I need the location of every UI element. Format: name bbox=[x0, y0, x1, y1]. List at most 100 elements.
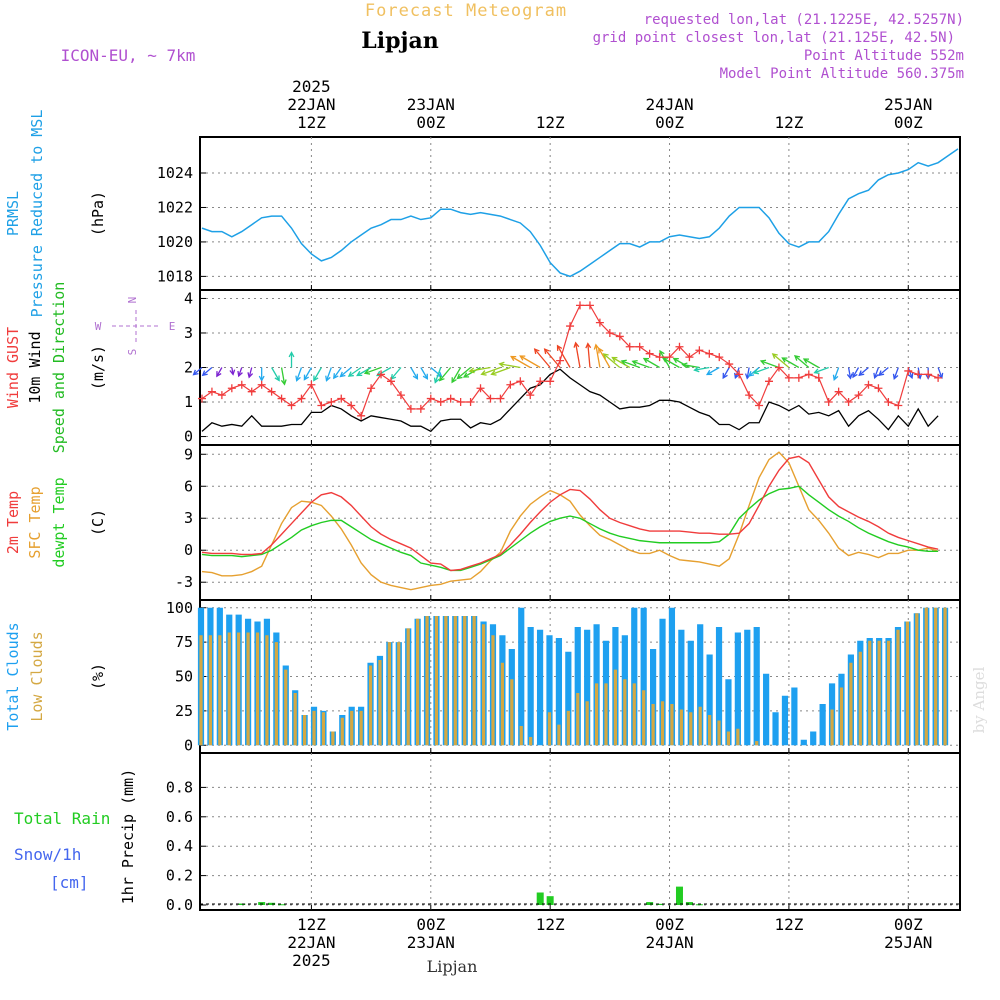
low-clouds-bar bbox=[444, 616, 448, 746]
wind-direction-arrow bbox=[753, 366, 770, 374]
low-clouds-bar bbox=[726, 731, 731, 746]
wind-gust-marker bbox=[794, 373, 803, 382]
wind-arrow-head bbox=[258, 375, 265, 382]
wind-arrow-head bbox=[333, 373, 339, 380]
low-clouds-bar bbox=[368, 665, 373, 746]
low-clouds-bar bbox=[604, 683, 608, 746]
wind-direction-arrow bbox=[481, 366, 501, 375]
wind-direction-arrow bbox=[833, 367, 840, 380]
wind-arrow-head bbox=[339, 371, 346, 378]
low-clouds-bar bbox=[698, 706, 702, 746]
wind-arrow-head bbox=[412, 373, 419, 380]
wind-arrow-head bbox=[672, 357, 679, 364]
panel-clouds: 0 25 50 75 100 Total Clouds Low Clouds (%) bbox=[4, 599, 961, 754]
wind-arrow-head bbox=[748, 370, 755, 377]
wind-arrow-head bbox=[642, 357, 650, 364]
wind-gust-marker bbox=[446, 394, 455, 403]
wind-gust-marker bbox=[745, 391, 754, 400]
y-tick-label: 1020 bbox=[157, 233, 193, 251]
wind-10m-line bbox=[201, 368, 939, 433]
wind-arrow-head bbox=[771, 353, 778, 359]
wind-gust-marker bbox=[496, 394, 505, 403]
top-tick-label: 12Z bbox=[536, 113, 565, 132]
low-clouds-bar bbox=[406, 628, 410, 746]
wind-arrow-head bbox=[602, 353, 609, 359]
top-tick-label: 22JAN bbox=[287, 95, 335, 114]
rain-bar bbox=[685, 902, 693, 905]
wind-gust-marker bbox=[207, 387, 216, 396]
y-tick-label: 25 bbox=[175, 702, 193, 720]
wind-gust-marker bbox=[357, 411, 366, 420]
wind-direction-arrow bbox=[852, 367, 860, 378]
wind-arrow-head bbox=[832, 374, 839, 381]
wind-gust-marker bbox=[635, 342, 644, 351]
wind-gust-marker bbox=[844, 398, 853, 407]
wind-direction-arrow bbox=[457, 367, 471, 379]
wind-arrow-head bbox=[347, 371, 354, 377]
wind-gust-marker bbox=[237, 380, 246, 389]
wind-arrow-head bbox=[802, 358, 810, 364]
wind-gust-marker bbox=[386, 377, 395, 386]
wind-gust-marker bbox=[217, 391, 226, 400]
wind-gust-marker bbox=[516, 377, 525, 386]
wind-direction-arrow bbox=[722, 367, 730, 379]
panel-label: dewpt Temp bbox=[50, 477, 68, 567]
wind-gust-marker bbox=[287, 401, 296, 410]
low-clouds-bar bbox=[839, 687, 844, 746]
wind-gust-marker bbox=[854, 391, 863, 400]
wind-gust-marker bbox=[904, 366, 913, 375]
wind-gust-marker bbox=[307, 380, 316, 389]
y-tick-label: 1022 bbox=[157, 198, 193, 216]
top-tick-label: 00Z bbox=[655, 113, 684, 132]
wind-arrow-head bbox=[490, 370, 497, 376]
wind-direction-arrow bbox=[587, 343, 591, 368]
low-clouds-bar bbox=[613, 669, 618, 746]
wind-direction-arrow bbox=[760, 360, 780, 369]
wind-direction-arrow bbox=[534, 348, 551, 368]
wind-gust-marker bbox=[934, 373, 943, 382]
wind-arrow-head bbox=[533, 348, 540, 355]
low-clouds-bar bbox=[632, 683, 636, 746]
wind-gust-marker bbox=[874, 384, 883, 393]
requested-coords: requested lon,lat (21.1225E, 42.5257N) bbox=[644, 12, 964, 28]
prmsl-line bbox=[201, 148, 959, 278]
wind-arrow-head bbox=[734, 372, 740, 380]
wind-direction-arrow bbox=[893, 367, 899, 379]
total-clouds-bar bbox=[791, 687, 798, 746]
low-clouds-bar bbox=[849, 662, 853, 746]
wind-arrow-head bbox=[846, 373, 853, 380]
low-clouds-bar bbox=[387, 642, 391, 746]
low-clouds-bar bbox=[660, 701, 665, 746]
wind-arrow-head bbox=[192, 369, 199, 376]
low-clouds-bar bbox=[255, 632, 260, 746]
low-clouds-bar bbox=[519, 726, 523, 746]
wind-gust-marker bbox=[367, 384, 376, 393]
low-clouds-bar bbox=[755, 741, 759, 746]
wind-direction-arrow bbox=[430, 367, 442, 377]
total-clouds-bar bbox=[527, 627, 534, 746]
wind-gust-marker bbox=[277, 394, 286, 403]
panel-unit: 1hr Precip (mm) bbox=[119, 769, 137, 904]
low-clouds-bar bbox=[237, 632, 241, 746]
wind-direction-arrow bbox=[772, 353, 790, 368]
wind-direction-arrow bbox=[794, 355, 810, 368]
low-clouds-bar bbox=[491, 635, 495, 746]
panel-frame bbox=[199, 752, 961, 911]
wind-arrow-head bbox=[356, 370, 363, 377]
wind-direction-arrow bbox=[858, 367, 869, 376]
wind-arrow-head bbox=[363, 369, 371, 375]
wind-arrow-head bbox=[274, 375, 280, 382]
wind-arrow-head bbox=[519, 355, 526, 361]
wind-direction-arrow bbox=[694, 366, 710, 371]
wind-direction-arrow bbox=[325, 367, 332, 381]
panel-unit: (%) bbox=[89, 663, 107, 690]
wind-arrow-head bbox=[510, 355, 517, 362]
wind-direction-arrow bbox=[603, 353, 621, 368]
top-tick-label: 25JAN bbox=[884, 95, 932, 114]
snow-legend: Snow/1h bbox=[14, 845, 81, 864]
wind-gust-marker bbox=[735, 370, 744, 379]
top-tick-label: 12Z bbox=[297, 113, 326, 132]
low-clouds-bar bbox=[905, 621, 910, 746]
